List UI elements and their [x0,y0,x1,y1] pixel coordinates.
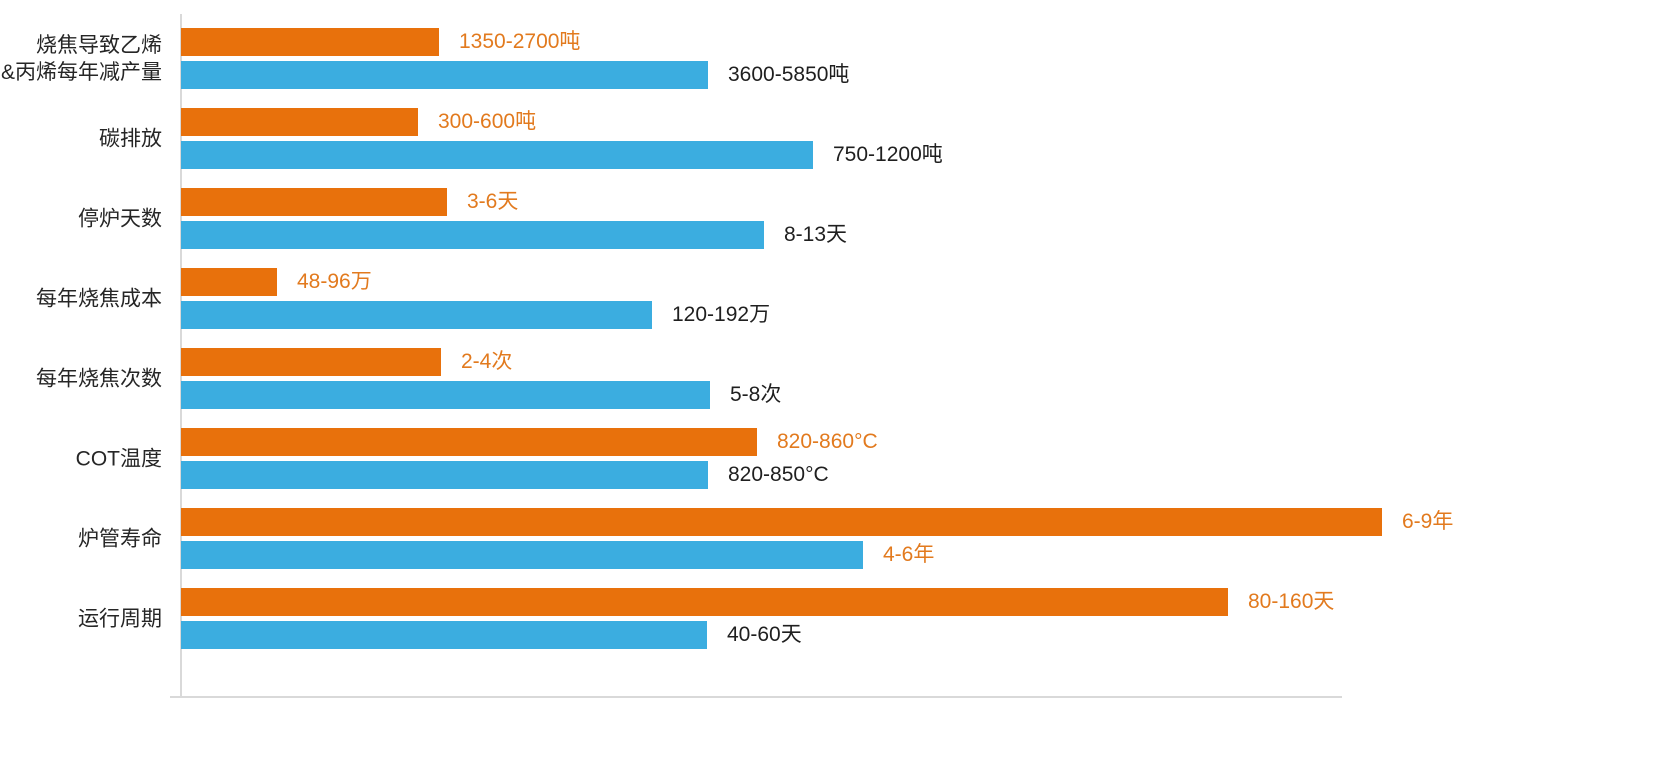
bar-blue [181,221,764,249]
bar-orange [181,588,1228,616]
bar-value-label: 2-4次 [461,350,513,373]
bar-value-label: 4-6年 [883,543,935,566]
bar-orange [181,268,277,296]
bar-orange [181,28,439,56]
chart-row: 每年烧焦成本 48-96万 120-192万 [0,268,1680,330]
bar-orange [181,188,447,216]
chart-row: 烧焦导致乙烯 &丙烯每年减产量 1350-2700吨 3600-5850吨 [0,28,1680,90]
category-label: 运行周期 [78,607,162,631]
bar-value-label: 120-192万 [672,303,771,326]
bar-value-label: 1350-2700吨 [459,30,581,53]
x-axis-line [170,696,1342,698]
bar-blue [181,301,652,329]
bar-blue [181,381,710,409]
bar-blue [181,461,708,489]
bar-blue [181,61,708,89]
category-label: 烧焦导致乙烯 &丙烯每年减产量 [0,34,162,84]
category-label: 碳排放 [99,127,162,151]
bar-value-label: 3-6天 [467,190,519,213]
category-label: 每年烧焦成本 [36,287,162,311]
bar-value-label: 6-9年 [1402,510,1454,533]
bar-value-label: 40-60天 [727,623,802,646]
bar-value-label: 8-13天 [784,223,848,246]
chart-row: 每年烧焦次数 2-4次 5-8次 [0,348,1680,410]
chart-row: 碳排放 300-600吨 750-1200吨 [0,108,1680,170]
bar-blue [181,541,863,569]
chart-row: 运行周期 80-160天 40-60天 [0,588,1680,650]
bar-blue [181,621,707,649]
bar-value-label: 80-160天 [1248,590,1335,613]
chart-row: 炉管寿命 6-9年 4-6年 [0,508,1680,570]
bar-blue [181,141,813,169]
bar-value-label: 300-600吨 [438,110,537,133]
bar-value-label: 48-96万 [297,270,372,293]
bar-value-label: 5-8次 [730,383,782,406]
chart-row: COT温度 820-860°C 820-850°C [0,428,1680,490]
bar-value-label: 750-1200吨 [833,143,943,166]
bar-orange [181,348,441,376]
bar-orange [181,428,757,456]
bar-value-label: 3600-5850吨 [728,63,850,86]
bar-value-label: 820-860°C [777,430,878,453]
category-label: COT温度 [75,447,162,471]
category-label: 每年烧焦次数 [36,367,162,391]
bar-orange [181,508,1382,536]
bar-value-label: 820-850°C [728,463,829,486]
chart-row: 停炉天数 3-6天 8-13天 [0,188,1680,250]
category-label: 炉管寿命 [78,527,162,551]
category-label: 停炉天数 [78,207,162,231]
bar-orange [181,108,418,136]
